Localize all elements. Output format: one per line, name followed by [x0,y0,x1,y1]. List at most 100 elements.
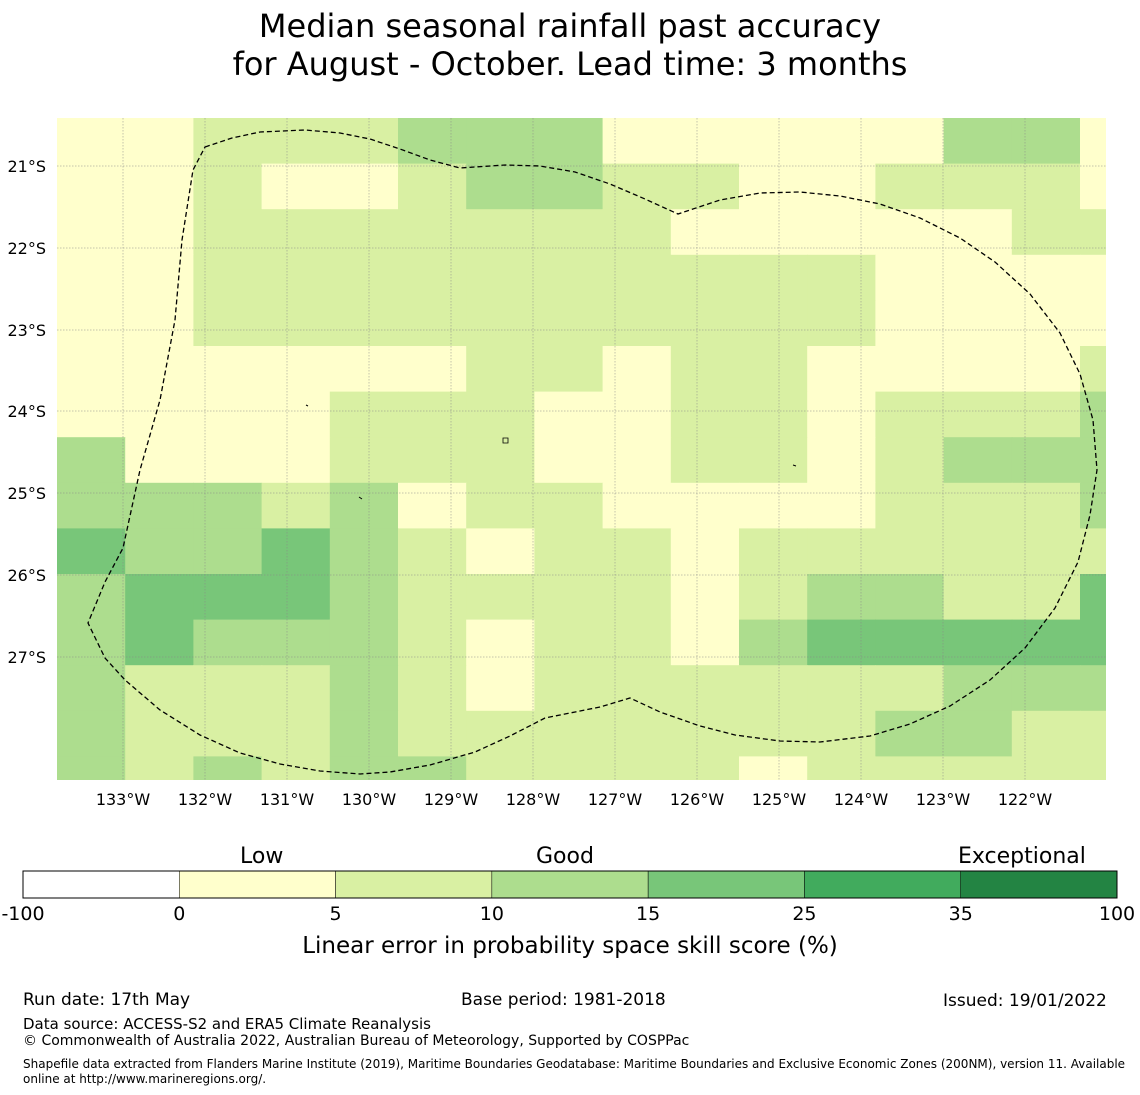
skill-cell [193,482,263,529]
skill-cell [261,391,331,438]
lon-label: 127°W [588,790,643,809]
skill-cell [670,528,740,575]
skill-cell [329,528,399,575]
skill-cell [329,574,399,621]
skill-cell [739,710,808,757]
skill-cell [261,482,331,529]
skill-cell [807,756,876,780]
lat-label: 23°S [7,321,46,340]
skill-cell [398,574,467,621]
island-mark-2 [305,404,309,407]
skill-cell [943,574,1013,621]
skill-cell [1080,665,1106,712]
skill-cell [602,118,672,165]
skill-cell [398,437,467,484]
skill-cell [57,482,126,529]
skill-cell [807,391,876,438]
skill-cell [670,209,740,256]
skill-cell [670,574,740,621]
skill-cell [739,300,808,347]
skill-cell [602,710,672,757]
colorbar-tick-label: 0 [173,903,186,925]
skill-cell [57,574,126,621]
skill-cell [739,437,808,484]
skill-cell [602,209,672,256]
skill-cell [602,619,672,666]
base-period: Base period: 1981-2018 [461,990,666,1010]
skill-cell [466,163,535,210]
skill-cell [807,437,876,484]
skill-cell [670,665,740,712]
skill-cell [875,756,945,780]
skill-cell [261,528,331,575]
lon-label: 133°W [96,790,151,809]
skill-cell [875,300,945,347]
skill-score-map: 133°W 132°W 131°W 130°W 129°W 128°W 127°W 126°W… [7,118,1106,809]
skill-cell [670,254,740,301]
skill-cell [193,163,263,210]
skill-cell [466,118,535,165]
skill-cell [125,710,194,757]
skill-cell [57,118,126,165]
skill-cell [1080,482,1106,529]
skill-cell [739,482,808,529]
skill-cell [125,346,194,393]
colorbar-segment [22,870,180,899]
skill-cell [670,482,740,529]
skill-cell [125,528,194,575]
skill-cell [943,391,1013,438]
skill-cell [261,619,331,666]
skill-cell [193,619,263,666]
skill-cell [1011,574,1081,621]
skill-cell [670,346,740,393]
skill-cell [602,756,672,780]
skill-cell [329,163,399,210]
skill-cell [193,665,263,712]
skill-cell [739,665,808,712]
axis-labels: 133°W 132°W 131°W 130°W 129°W 128°W 127°W 126°W… [7,157,1052,809]
colorbar-segment [960,870,1118,899]
lat-label: 22°S [7,239,46,258]
skill-cell [602,163,672,210]
colorbar-title: Linear error in probability space skill … [302,933,838,959]
skill-cell [875,437,945,484]
skill-cell [57,300,126,347]
skill-cell [670,118,740,165]
skill-cell [398,163,467,210]
skill-cell [1080,437,1106,484]
lon-label: 123°W [916,790,971,809]
skill-cell [329,391,399,438]
skill-cell [739,574,808,621]
skill-cell [602,391,672,438]
skill-cell [1011,391,1081,438]
skill-cell [602,254,672,301]
skill-cell [466,346,535,393]
skill-cell [534,710,604,757]
skill-cell [943,482,1013,529]
colorbar-tick-label: 5 [329,903,342,925]
skill-cell [466,300,535,347]
skill-cell [193,574,263,621]
skill-cell [329,346,399,393]
skill-cell [125,163,194,210]
skill-cell [670,300,740,347]
skill-cell [534,300,604,347]
skill-cell [329,254,399,301]
colorbar [22,870,1118,899]
skill-cell [57,619,126,666]
skill-cell [193,118,263,165]
skill-cell [1011,710,1081,757]
skill-cell [57,710,126,757]
skill-cell [875,619,945,666]
skill-cell [1011,254,1081,301]
skill-cell [398,254,467,301]
skill-cell [466,710,535,757]
copyright: © Commonwealth of Australia 2022, Austra… [23,1033,690,1049]
colorbar-label-exceptional: Exceptional [958,844,1086,869]
skill-cell [739,756,808,780]
skill-cell [1080,619,1106,666]
lat-label: 27°S [7,648,46,667]
skill-cell [670,163,740,210]
skill-cell [1011,482,1081,529]
skill-cell [875,482,945,529]
